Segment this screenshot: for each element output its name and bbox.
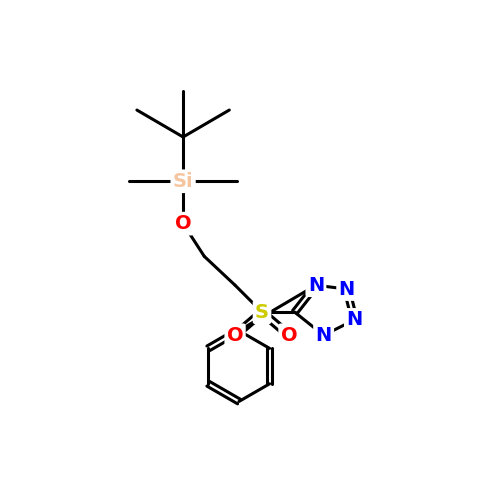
Text: O: O — [227, 326, 244, 345]
Text: S: S — [255, 302, 269, 322]
Text: N: N — [346, 310, 362, 330]
Text: Si: Si — [173, 172, 194, 191]
Text: O: O — [175, 214, 192, 233]
Text: N: N — [316, 326, 332, 345]
Text: O: O — [280, 326, 297, 345]
Text: N: N — [308, 276, 324, 294]
Text: N: N — [338, 280, 355, 298]
